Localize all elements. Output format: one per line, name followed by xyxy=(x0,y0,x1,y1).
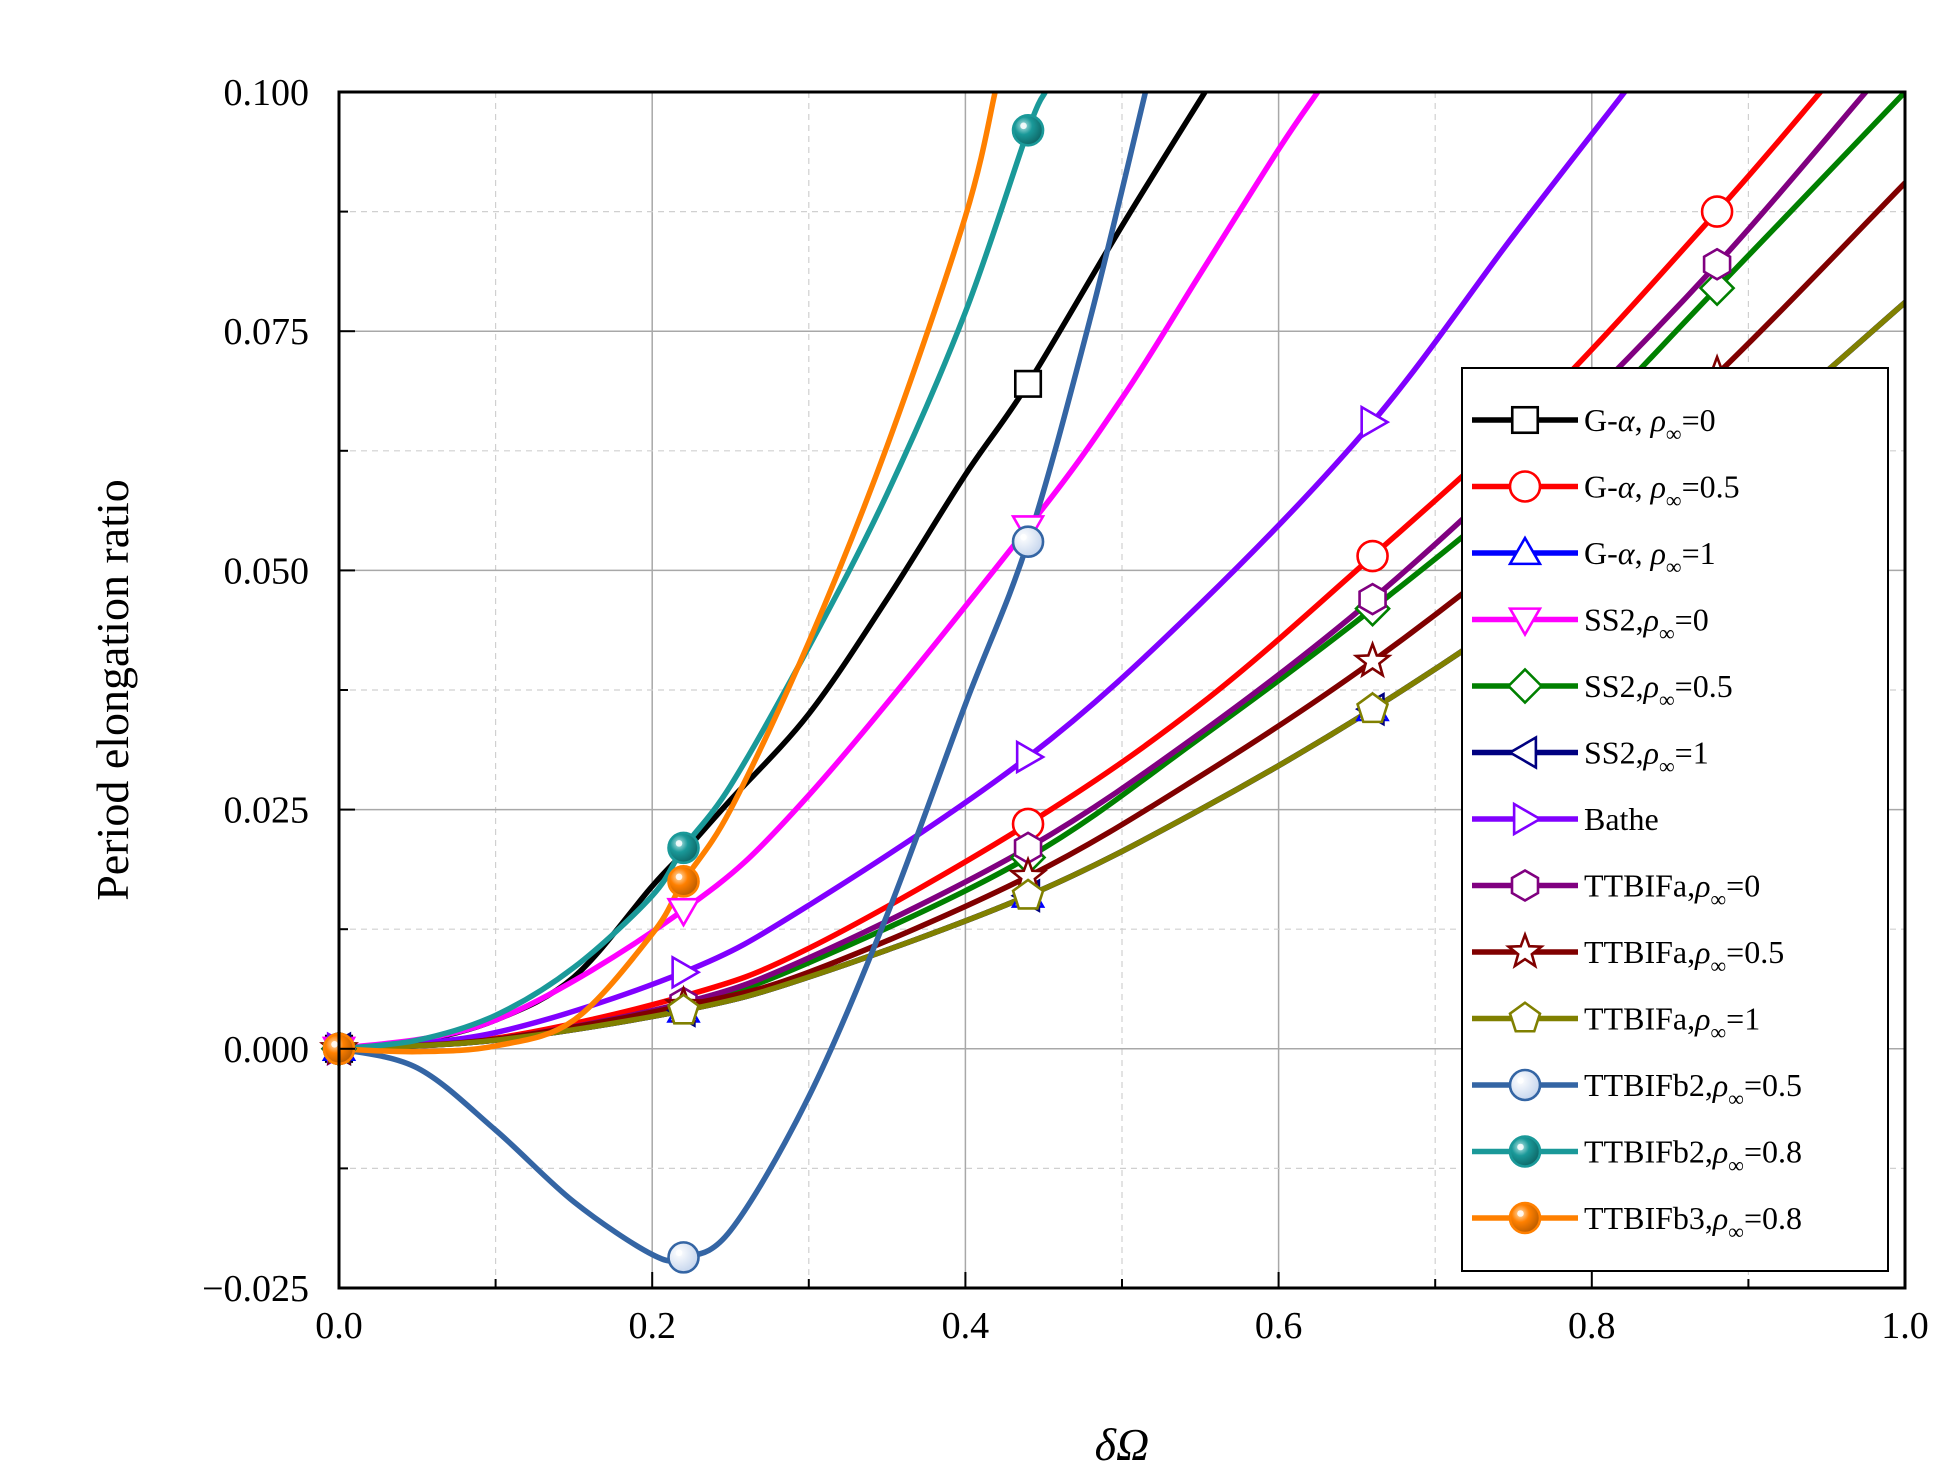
series-3-line xyxy=(339,92,1321,1052)
series-11-marker-highlight xyxy=(1020,122,1027,130)
legend-label: TTBIFa,ρ∞=0 xyxy=(1584,868,1760,912)
series-10-marker xyxy=(667,1241,700,1274)
series-1-line xyxy=(339,92,1824,1052)
legend-swatch-marker xyxy=(1507,607,1543,638)
x-tick-label: 0.2 xyxy=(628,1305,676,1347)
legend-label: TTBIFa,ρ∞=0.5 xyxy=(1584,934,1784,978)
legend-swatch-marker-highlight xyxy=(1517,1210,1524,1217)
legend-swatch-marker xyxy=(1505,931,1545,969)
series-12-marker-highlight xyxy=(331,1041,338,1048)
series-7-marker xyxy=(1358,582,1387,616)
legend-item: TTBIFa,ρ∞=1 xyxy=(1472,1001,1760,1045)
legend-item: G-α, ρ∞=0.5 xyxy=(1472,469,1740,513)
legend-label: TTBIFb2,ρ∞=0.5 xyxy=(1584,1067,1802,1111)
series-12-marker xyxy=(667,865,700,898)
series-11-marker xyxy=(1011,113,1045,147)
series-12-line xyxy=(339,92,998,1055)
legend-label: TTBIFb2,ρ∞=0.8 xyxy=(1584,1134,1802,1178)
legend-label: SS2,ρ∞=0.5 xyxy=(1584,668,1733,712)
legend-label: Bathe xyxy=(1584,801,1659,837)
series-6-marker xyxy=(671,955,702,990)
legend-item: SS2,ρ∞=0.5 xyxy=(1472,667,1733,712)
series-1-marker xyxy=(1356,539,1389,573)
legend-swatch-marker xyxy=(1507,735,1538,770)
series-10-marker-highlight xyxy=(1020,533,1027,541)
series-9-marker xyxy=(667,993,701,1025)
legend-swatch-marker xyxy=(1508,1001,1542,1033)
legend-label: G-α, ρ∞=0 xyxy=(1584,402,1716,446)
legend-swatch-marker xyxy=(1508,1068,1542,1102)
legend-swatch-marker xyxy=(1508,1201,1542,1235)
y-tick-label: 0.050 xyxy=(224,550,310,592)
legend-label: G-α, ρ∞=1 xyxy=(1584,535,1716,579)
series-9-marker xyxy=(1356,691,1390,724)
series-6-marker xyxy=(1015,739,1046,775)
x-tick-label: 0.4 xyxy=(942,1305,990,1347)
series-11-marker xyxy=(667,831,700,865)
series-7-marker xyxy=(1702,247,1732,281)
series-0-marker xyxy=(1013,369,1043,398)
legend-label: SS2,ρ∞=0 xyxy=(1584,602,1709,646)
legend-item: TTBIFb2,ρ∞=0.5 xyxy=(1472,1067,1802,1111)
series-10-line xyxy=(339,92,1149,1264)
x-axis-title: δΩ xyxy=(1095,1419,1150,1470)
legend: G-α, ρ∞=0 G-α, ρ∞=0.5 G-α, ρ∞=1 SS2,ρ∞=0 SS2… xyxy=(1461,367,1889,1272)
y-tick-label: 0.075 xyxy=(224,311,310,353)
series-1-marker xyxy=(1700,195,1734,228)
legend-swatch-marker xyxy=(1508,1135,1542,1168)
x-tick-label: 1.0 xyxy=(1881,1305,1929,1347)
axis-ticks xyxy=(338,91,1906,1289)
x-tick-label: 0.0 xyxy=(315,1305,363,1347)
legend-item: SS2,ρ∞=1 xyxy=(1472,735,1709,779)
axis-tick-labels: 0.0 0.2 0.4 0.6 0.8 1.0 −0.025 0.000 0.025 0.050 0… xyxy=(202,72,1929,1347)
legend-label: G-α, ρ∞=0.5 xyxy=(1584,469,1740,513)
legend-label: TTBIFb3,ρ∞=0.8 xyxy=(1584,1200,1802,1244)
y-tick-label: 0.100 xyxy=(224,72,310,114)
series-3-marker xyxy=(666,897,701,928)
legend-swatch-marker-highlight xyxy=(1517,1077,1524,1084)
legend-swatch-marker xyxy=(1507,535,1543,566)
legend-item: SS2,ρ∞=0 xyxy=(1472,602,1709,646)
series-6-line xyxy=(339,92,1628,1052)
legend-swatch-marker xyxy=(1510,405,1540,435)
series-11-marker-highlight xyxy=(675,840,683,847)
y-tick-label: 0.000 xyxy=(224,1029,310,1071)
series-11-line xyxy=(339,92,1049,1052)
series-9-marker xyxy=(1011,878,1045,910)
legend-item: G-α, ρ∞=1 xyxy=(1472,535,1716,579)
legend-item: TTBIFb2,ρ∞=0.8 xyxy=(1472,1134,1802,1178)
legend-swatch-marker xyxy=(1508,470,1542,503)
legend-item: TTBIFa,ρ∞=0 xyxy=(1472,868,1760,912)
x-tick-label: 0.6 xyxy=(1255,1305,1303,1347)
series-12-marker-highlight xyxy=(675,873,683,881)
legend-label: SS2,ρ∞=1 xyxy=(1584,735,1709,779)
legend-swatch-marker xyxy=(1512,801,1543,837)
series-10-marker xyxy=(1011,525,1045,558)
legend-item: TTBIFa,ρ∞=0.5 xyxy=(1472,931,1784,978)
legend-item: Bathe xyxy=(1472,801,1659,837)
legend-item: G-α, ρ∞=0 xyxy=(1472,402,1716,446)
legend-swatch-marker-highlight xyxy=(1517,1143,1524,1151)
series-10-marker-highlight xyxy=(675,1249,683,1257)
legend-swatch-marker xyxy=(1510,868,1540,903)
legend-label: TTBIFa,ρ∞=1 xyxy=(1584,1001,1760,1045)
series-8-marker xyxy=(1352,640,1393,679)
series-6-marker xyxy=(1360,404,1391,440)
y-tick-label: −0.025 xyxy=(202,1268,309,1310)
y-axis-title: Period elongation ratio xyxy=(87,479,138,901)
legend-swatch-marker xyxy=(1506,667,1544,705)
x-tick-label: 0.8 xyxy=(1568,1305,1616,1347)
y-tick-label: 0.025 xyxy=(224,790,310,832)
legend-item: TTBIFb3,ρ∞=0.8 xyxy=(1472,1200,1802,1244)
